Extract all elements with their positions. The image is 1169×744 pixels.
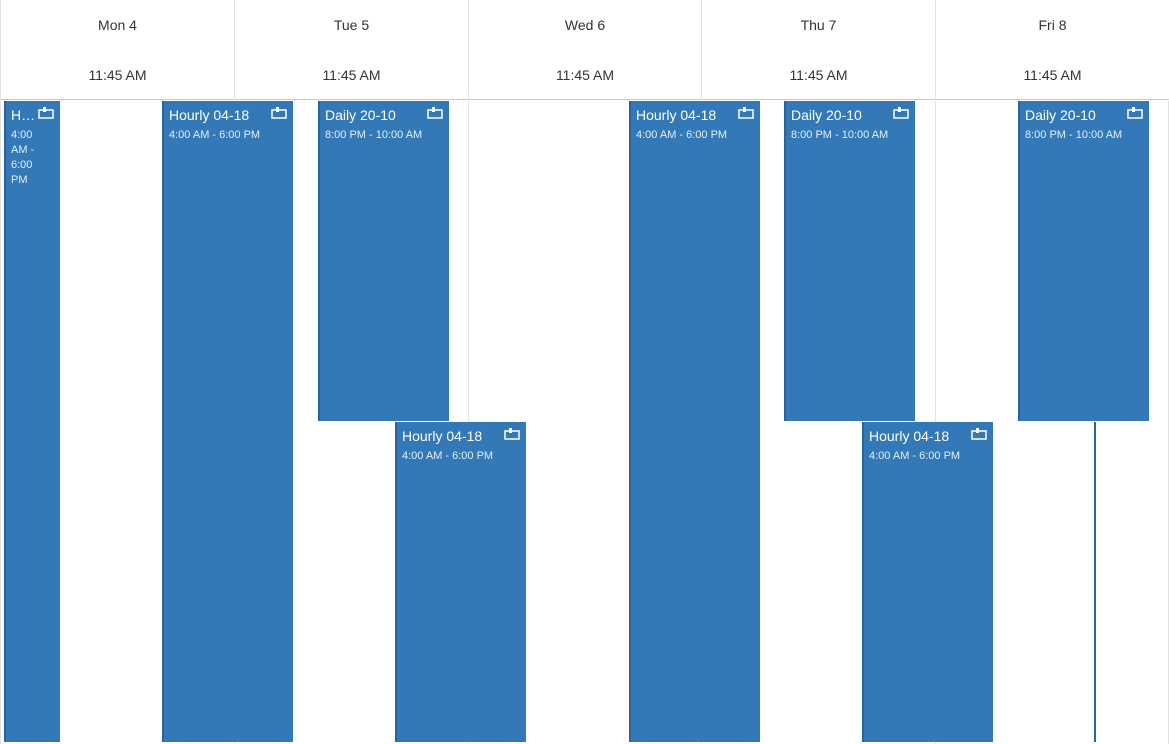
calendar-event[interactable]: H… 4:00 AM - 6:00 PM xyxy=(4,101,60,742)
day-header-wed[interactable]: Wed 6 11:45 AM xyxy=(468,0,701,100)
day-name: Thu 7 xyxy=(800,17,837,33)
recurring-event-icon xyxy=(38,106,54,119)
event-time: 4:00 AM - 6:00 PM xyxy=(636,129,728,141)
column-divider xyxy=(0,101,1,744)
recurring-event-icon xyxy=(738,106,754,119)
day-header-tue[interactable]: Tue 5 11:45 AM xyxy=(234,0,468,100)
event-time: 4:00 AM - 6:00 PM xyxy=(402,450,494,462)
day-time: 11:45 AM xyxy=(1023,67,1082,83)
event-time: 8:00 PM - 10:00 AM xyxy=(791,129,889,141)
calendar-body[interactable]: H… 4:00 AM - 6:00 PM Hourly 04-18 4:00 A… xyxy=(0,101,1169,744)
event-title: H… xyxy=(11,107,36,123)
day-name: Wed 6 xyxy=(564,17,606,33)
day-time: 11:45 AM xyxy=(322,67,381,83)
day-name: Fri 8 xyxy=(1038,17,1067,33)
calendar-header: Mon 4 11:45 AM Tue 5 11:45 AM Wed 6 11:4… xyxy=(0,0,1169,100)
day-header-fri[interactable]: Fri 8 11:45 AM xyxy=(935,0,1169,100)
recurring-event-icon xyxy=(427,106,443,119)
day-time: 11:45 AM xyxy=(555,67,615,83)
event-title: Hourly 04-18 xyxy=(636,107,717,123)
day-time: 11:45 AM xyxy=(789,67,848,83)
event-time: 4:00 AM - 6:00 PM xyxy=(869,450,961,462)
calendar-event[interactable]: Daily 20-10 8:00 PM - 10:00 AM xyxy=(784,101,915,421)
calendar-event[interactable]: Daily 20-10 8:00 PM - 10:00 AM xyxy=(318,101,449,421)
day-time: 11:45 AM xyxy=(88,67,147,83)
day-header-thu[interactable]: Thu 7 11:45 AM xyxy=(701,0,935,100)
event-title: Daily 20-10 xyxy=(325,107,396,123)
event-title: Hourly 04-18 xyxy=(169,107,250,123)
event-title: Hourly 04-18 xyxy=(402,428,483,444)
calendar-event[interactable]: Hourly 04-18 4:00 AM - 6:00 PM xyxy=(395,422,526,742)
event-time: 4:00 AM - 6:00 PM xyxy=(169,129,261,141)
calendar-event[interactable]: Hourly 04-18 4:00 AM - 6:00 PM xyxy=(629,101,760,742)
event-title: Daily 20-10 xyxy=(791,107,862,123)
event-title: Hourly 04-18 xyxy=(869,428,950,444)
calendar-event[interactable]: Daily 20-10 8:00 PM - 10:00 AM xyxy=(1018,101,1149,421)
day-header-mon[interactable]: Mon 4 11:45 AM xyxy=(0,0,234,100)
recurring-event-icon xyxy=(271,106,287,119)
calendar-event[interactable]: Hourly 04-18 4:00 AM - 6:00 PM xyxy=(162,101,293,742)
event-time: 8:00 PM - 10:00 AM xyxy=(1025,129,1123,141)
event-time: 4:00 AM - 6:00 PM xyxy=(11,129,35,186)
calendar-event-edge[interactable] xyxy=(1094,422,1096,742)
day-name: Tue 5 xyxy=(333,17,370,33)
recurring-event-icon xyxy=(971,427,987,440)
calendar-event[interactable]: Hourly 04-18 4:00 AM - 6:00 PM xyxy=(862,422,993,742)
event-time: 8:00 PM - 10:00 AM xyxy=(325,129,423,141)
recurring-event-icon xyxy=(504,427,520,440)
recurring-event-icon xyxy=(893,106,909,119)
recurring-event-icon xyxy=(1127,106,1143,119)
event-title: Daily 20-10 xyxy=(1025,107,1096,123)
day-name: Mon 4 xyxy=(98,17,137,33)
